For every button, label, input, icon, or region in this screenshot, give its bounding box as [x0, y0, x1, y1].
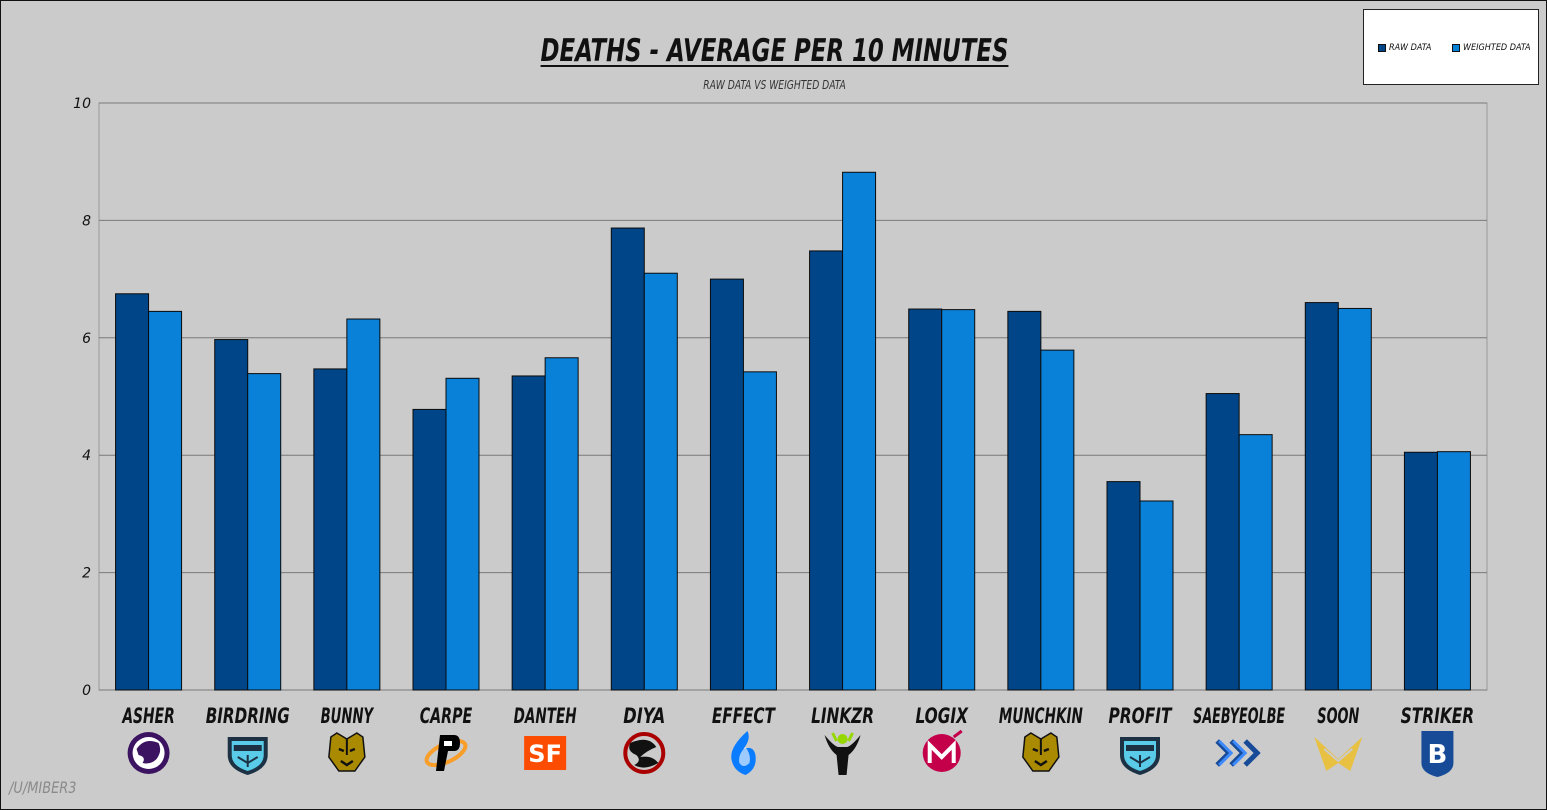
fuel-logo-icon: [731, 731, 756, 775]
x-tick-label: STRIKER: [1401, 704, 1475, 728]
svg-text:B: B: [1428, 740, 1448, 770]
fusion-logo-icon: [424, 735, 468, 771]
bar-raw: [1403, 451, 1438, 691]
dynasty-logo-icon: [1022, 732, 1060, 772]
x-tick-label: DANTEH: [514, 704, 577, 728]
bar-weighted: [742, 371, 777, 691]
bar-raw: [511, 375, 546, 691]
bar-weighted: [346, 318, 381, 691]
x-tick-label: PROFIT: [1109, 704, 1174, 728]
legend: RAW DATA WEIGHTED DATA: [1363, 9, 1539, 85]
outlaws-logo-icon: [824, 732, 861, 775]
x-tick-label: DIYA: [623, 704, 665, 728]
x-tick-label: EFFECT: [712, 704, 777, 728]
bar-raw: [809, 250, 844, 691]
spitfire-logo-icon: [227, 737, 268, 775]
y-tick-label: 4: [82, 448, 91, 464]
bar-weighted: [941, 309, 976, 691]
bar-raw: [908, 308, 943, 691]
x-tick-label: MUNCHKIN: [999, 704, 1083, 728]
bar-raw: [1106, 481, 1141, 691]
bar-weighted: [544, 357, 579, 691]
bar-weighted: [1040, 349, 1075, 691]
mayhem-logo-icon: [922, 729, 963, 772]
x-tick-label: LOGIX: [915, 704, 969, 728]
y-tick-label: 10: [73, 96, 91, 112]
legend-swatch-weighted: [1452, 44, 1460, 52]
credit-text: /U/MIBER3: [9, 778, 77, 797]
x-tick-label: LINKZR: [811, 704, 874, 728]
valiant-logo-icon: [1314, 737, 1363, 771]
bar-weighted: [643, 272, 678, 691]
bar-weighted: [1337, 307, 1372, 691]
x-tick-label: ASHER: [121, 704, 175, 728]
x-tick-label: BIRDRING: [206, 704, 290, 728]
chart-subtitle: RAW DATA VS WEIGHTED DATA: [703, 78, 846, 92]
y-tick-label: 0: [82, 683, 91, 699]
gladiators-logo-icon: [127, 732, 170, 774]
legend-entry-weighted: WEIGHTED DATA: [1452, 43, 1531, 53]
x-tick-label: SAEBYEOLBE: [1193, 704, 1285, 728]
bar-weighted: [1436, 451, 1471, 691]
plot-border: [98, 102, 1488, 691]
bar-raw: [313, 368, 348, 691]
dragons-logo-icon: [623, 732, 666, 774]
bar-raw: [610, 227, 645, 691]
bar-raw: [709, 278, 744, 691]
bar-weighted: [148, 310, 183, 691]
x-tick-label: BUNNY: [321, 704, 375, 728]
bar-raw: [1007, 310, 1042, 691]
bar-weighted: [247, 373, 282, 691]
legend-swatch-raw: [1378, 44, 1386, 52]
y-tick-label: 2: [82, 566, 91, 582]
y-tick-label: 6: [82, 331, 91, 347]
legend-entry-raw: RAW DATA: [1378, 43, 1431, 53]
bar-raw: [1304, 302, 1339, 691]
legend-label-weighted: WEIGHTED DATA: [1463, 43, 1531, 53]
bar-weighted: [445, 377, 480, 691]
uprising-logo-icon: B: [1421, 731, 1454, 777]
y-tick-label: 8: [82, 213, 91, 229]
excelsior-logo-icon: [1215, 739, 1261, 767]
dynasty-logo-icon: [328, 732, 366, 772]
svg-text:SF: SF: [528, 740, 562, 768]
bar-weighted: [842, 171, 877, 691]
spitfire-logo-icon: [1120, 737, 1160, 775]
bar-raw: [1205, 393, 1240, 691]
chart-title: DEATHS - AVERAGE PER 10 MINUTES: [540, 33, 1009, 69]
bar-weighted: [1238, 434, 1273, 691]
bar-raw: [214, 339, 249, 691]
bar-raw: [115, 293, 150, 691]
shock-logo-icon: SF: [524, 736, 567, 770]
x-tick-label: CARPE: [420, 704, 473, 728]
bar-raw: [412, 408, 447, 691]
x-tick-label: SOON: [1317, 704, 1359, 728]
bar-weighted: [1139, 500, 1174, 691]
legend-label-raw: RAW DATA: [1389, 43, 1432, 53]
